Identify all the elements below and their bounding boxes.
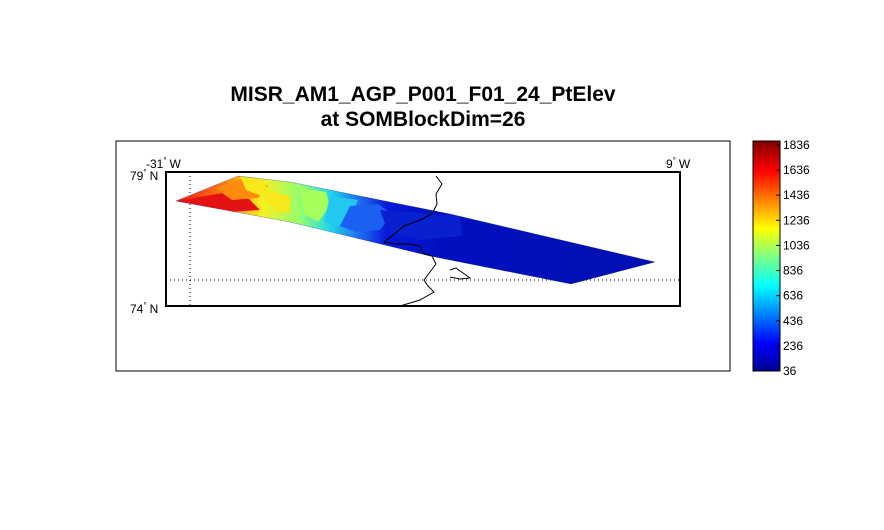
map-frame [165,171,681,307]
title-line-2: at SOMBlockDim=26 [320,108,526,131]
lon-label-right: 9° W [666,156,691,171]
colorbar-tick-label: 236 [783,339,803,353]
coastline [382,175,472,307]
colorbar-tick-label: 36 [783,364,797,378]
colorbar-tick-label: 1836 [783,138,810,152]
lat-label-bottom: 74° N [130,301,158,316]
lat-label-top: 79° N [130,168,158,183]
colorbar-tick-label: 836 [783,264,803,278]
colorbar-tick-label: 636 [783,289,803,303]
colorbar-tick-label: 436 [783,314,803,328]
colorbar-tick-label: 1036 [783,238,810,252]
colorbar-gradient [752,140,781,372]
lon-label-left: -31° W [146,156,182,171]
colorbar-tick-label: 1636 [783,163,810,177]
elevation-swath [175,175,656,285]
title-line-1: MISR_AM1_AGP_P001_F01_24_PtElev [230,83,616,106]
figure-title: MISR_AM1_AGP_P001_F01_24_PtElev at SOMBl… [116,82,730,132]
axes-box [115,140,731,372]
colorbar: 1836 1636 1436 1236 1036 836 636 436 236 36 [752,138,810,378]
colorbar-tick-label: 1436 [783,188,810,202]
colorbar-ticks: 1836 1636 1436 1236 1036 836 636 436 236 36 [776,138,810,378]
colorbar-tick-label: 1236 [783,213,810,227]
